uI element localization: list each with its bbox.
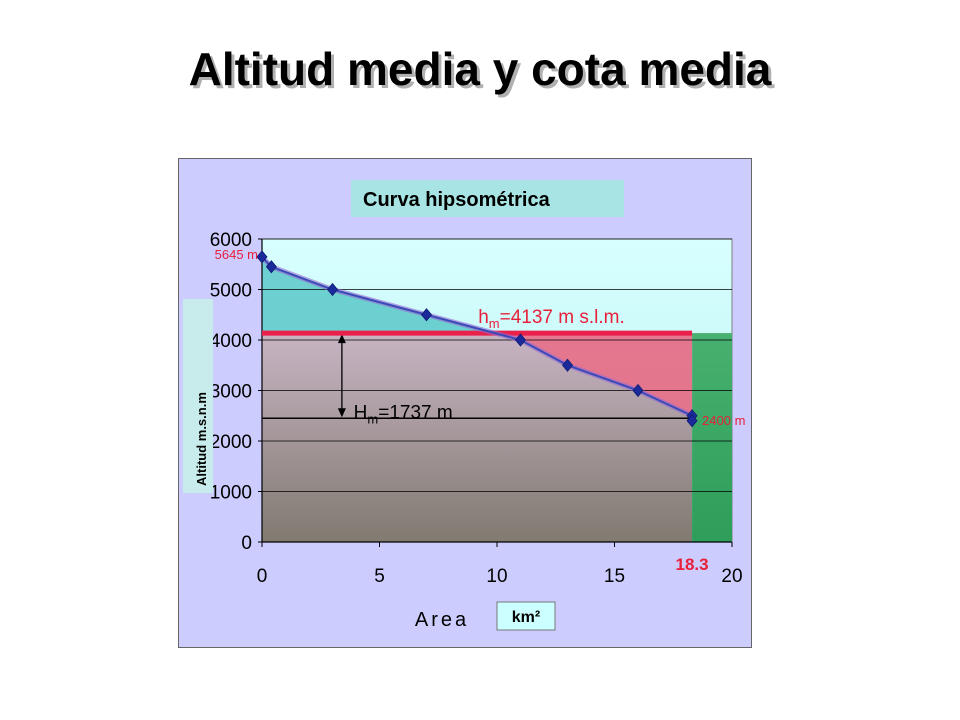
mean-height-label-value: =1737 m [378, 403, 452, 424]
Hm-arrow-head-bottom [337, 408, 346, 418]
mean-altitude-label-main: h [478, 307, 489, 328]
x-axis-unit: km² [512, 609, 540, 626]
y-tick-label: 4000 [210, 331, 252, 352]
data-point [326, 282, 339, 297]
data-point [686, 414, 698, 428]
data-point [514, 333, 527, 347]
chart-title: Curva hipsométrica [363, 189, 551, 211]
area-below-mean [494, 333, 693, 421]
x-tick-label: 15 [604, 566, 625, 587]
max-area-label: 18.3 [676, 555, 709, 574]
mean-altitude-label-sub: m [489, 316, 500, 331]
y-tick-label: 1000 [210, 483, 252, 504]
mean-altitude-label: hm=4137 m s.l.m. [478, 307, 625, 331]
mean-height-label-sub: m [367, 412, 378, 427]
bottom-altitude-label: 2400 m [702, 413, 745, 428]
y-tick-label: 0 [241, 533, 252, 554]
x-tick-label: 5 [374, 566, 385, 587]
x-tick-label: 20 [721, 566, 742, 587]
data-point [265, 260, 277, 274]
chart-title-box [351, 180, 624, 217]
area-above-mean [262, 256, 495, 334]
mean-altitude-label-value: =4137 m s.l.m. [500, 307, 625, 328]
hypsometric-chart: 0 1000 2000 3000 4000 5000 6000 0 5 10 15 20 Curva h… [183, 180, 745, 631]
Hm-arrow-head-top [337, 334, 346, 344]
x-tick-label: 10 [486, 566, 507, 587]
top-altitude-label: 5645 m [215, 247, 258, 262]
y-tick-label: 3000 [210, 382, 252, 403]
x-axis-label: Area [415, 609, 469, 631]
data-point [561, 358, 574, 372]
data-point [632, 383, 644, 398]
y-tick-label: 2000 [210, 432, 252, 453]
mean-height-label-main: H [354, 403, 368, 424]
mean-height-label: Hm=1737 m [354, 403, 453, 427]
data-point [420, 308, 433, 322]
y-tick-label: 6000 [210, 230, 252, 251]
y-tick-label: 5000 [210, 281, 252, 302]
y-axis-label: Altitud m.s.n.m [194, 392, 209, 486]
green-band [692, 333, 732, 542]
chart-frame: 0 1000 2000 3000 4000 5000 6000 0 5 10 15 20 Curva h… [178, 158, 752, 648]
x-tick-label: 0 [257, 566, 268, 587]
x-unit-box [496, 601, 556, 631]
slide-title: Altitud media y cota media [188, 43, 772, 95]
data-point [256, 250, 268, 264]
y-axis-label-box [183, 299, 213, 493]
